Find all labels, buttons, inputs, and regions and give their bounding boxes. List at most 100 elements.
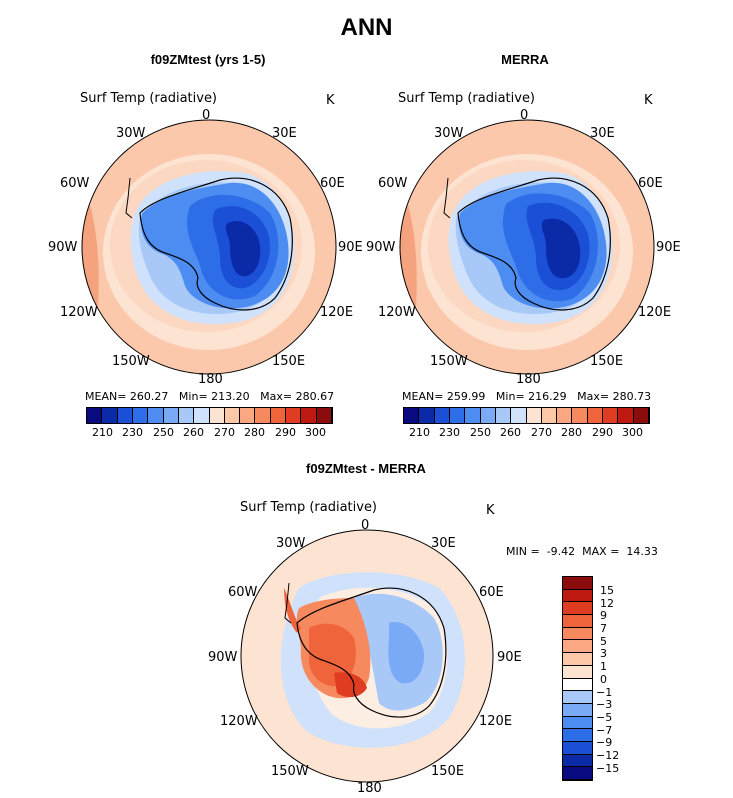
lon-label-180: 180	[357, 781, 382, 796]
map-boundary	[81, 119, 337, 375]
diff-tick: 7	[600, 622, 607, 635]
panel-1-title: f09ZMtest (yrs 1-5)	[150, 52, 266, 67]
colorbar-swatch	[148, 408, 164, 423]
panel-2-tick: 290	[592, 426, 613, 439]
colorbar-swatch	[618, 408, 634, 423]
panel-1-tick: 290	[275, 426, 296, 439]
diff-tick: 3	[600, 647, 607, 660]
antarctica-coastline	[139, 177, 293, 311]
south-america-tip	[125, 177, 133, 219]
antarctica-coastline	[296, 587, 447, 718]
panel-1-colorbar	[86, 407, 333, 424]
panel-2-tick: 230	[439, 426, 460, 439]
panel-1-tick: 250	[153, 426, 174, 439]
panel-1-variable-label: Surf Temp (radiative)	[80, 91, 218, 106]
colorbar-swatch	[563, 767, 592, 780]
colorbar-swatch	[117, 408, 133, 423]
diff-panel-title: f09ZMtest - MERRA	[306, 461, 426, 476]
colorbar-swatch	[572, 408, 588, 423]
panel-1-polar-map	[81, 119, 337, 375]
colorbar-swatch	[163, 408, 179, 423]
lon-label-180: 180	[516, 372, 541, 387]
lon-label-150w: 150W	[112, 354, 150, 369]
diff-panel-variable-label: Surf Temp (radiative)	[240, 500, 378, 515]
lon-label-150e: 150E	[431, 764, 465, 779]
lon-label-180: 180	[198, 372, 223, 387]
panel-1-tick: 280	[244, 426, 265, 439]
panel-2-tick: 300	[622, 426, 643, 439]
colorbar-swatch	[563, 678, 592, 692]
colorbar-swatch	[255, 408, 271, 423]
panel-2-title: MERRA	[501, 52, 549, 67]
lon-label-30w: 30W	[116, 126, 146, 141]
colorbar-swatch	[465, 408, 481, 423]
colorbar-swatch	[541, 408, 558, 423]
lon-label-150e: 150E	[272, 354, 306, 369]
colorbar-swatch	[557, 408, 573, 423]
colorbar-swatch	[563, 640, 592, 654]
lon-label-60w: 60W	[378, 176, 408, 191]
diff-panel-stats: MIN = -9.42 MAX = 14.33	[506, 545, 658, 558]
colorbar-swatch	[563, 627, 592, 641]
diff-tick: −7	[596, 724, 613, 737]
lon-label-120w: 120W	[220, 714, 258, 729]
colorbar-swatch	[563, 754, 592, 768]
colorbar-swatch	[563, 577, 592, 590]
diff-band-neg5	[388, 622, 425, 684]
diff-band-peninsula	[284, 588, 301, 633]
lon-label-150e: 150E	[590, 354, 624, 369]
lon-label-150w: 150W	[430, 354, 468, 369]
panel-1-tick: 210	[92, 426, 113, 439]
map-boundary	[399, 119, 655, 375]
lon-label-120w: 120W	[60, 305, 98, 320]
diff-tick: −3	[596, 698, 613, 711]
colorbar-swatch	[563, 716, 592, 730]
lon-label-90e: 90E	[338, 240, 363, 255]
colorbar-swatch	[301, 408, 317, 423]
colorbar-swatch	[194, 408, 210, 423]
temp-band-215	[225, 220, 261, 277]
lon-label-120e: 120E	[320, 305, 354, 320]
lon-label-120e: 120E	[479, 714, 513, 729]
temp-band-215	[541, 218, 581, 279]
panel-2-tick: 260	[500, 426, 521, 439]
colorbar-swatch	[563, 589, 592, 603]
diff-tick: −1	[596, 686, 613, 699]
diff-tick: 12	[600, 597, 614, 610]
panel-2-tick: 210	[409, 426, 430, 439]
colorbar-swatch	[563, 741, 592, 755]
diff-tick: −12	[596, 749, 620, 762]
colorbar-swatch	[495, 408, 512, 423]
lon-label-90e: 90E	[497, 650, 522, 665]
diff-panel-colorbar	[562, 576, 593, 781]
colorbar-swatch	[209, 408, 225, 423]
colorbar-swatch	[178, 408, 195, 423]
lon-label-60w: 60W	[228, 585, 258, 600]
colorbar-swatch	[563, 602, 592, 616]
panel-2-variable-label: Surf Temp (radiative)	[398, 91, 536, 106]
colorbar-swatch	[286, 408, 302, 423]
lon-label-0: 0	[520, 108, 529, 123]
diff-tick: −5	[596, 711, 613, 724]
colorbar-swatch	[270, 408, 287, 423]
diff-panel-unit-label: K	[486, 503, 495, 518]
panel-1-tick: 230	[122, 426, 143, 439]
lon-label-90e: 90E	[656, 240, 681, 255]
lon-label-30w: 30W	[276, 536, 306, 551]
lon-label-120w: 120W	[378, 305, 416, 320]
diff-tick: 9	[600, 609, 607, 622]
colorbar-swatch	[87, 408, 103, 423]
lon-label-30e: 30E	[431, 536, 456, 551]
colorbar-swatch	[511, 408, 527, 423]
colorbar-swatch	[526, 408, 542, 423]
colorbar-swatch	[224, 408, 241, 423]
colorbar-swatch	[419, 408, 435, 423]
colorbar-swatch	[563, 653, 592, 666]
colorbar-swatch	[563, 615, 592, 628]
south-america-tip	[443, 177, 451, 219]
colorbar-swatch	[132, 408, 149, 423]
panel-1-unit-label: K	[326, 93, 335, 108]
colorbar-swatch	[434, 408, 450, 423]
panel-2-tick: 270	[531, 426, 552, 439]
panel-1-tick: 260	[183, 426, 204, 439]
